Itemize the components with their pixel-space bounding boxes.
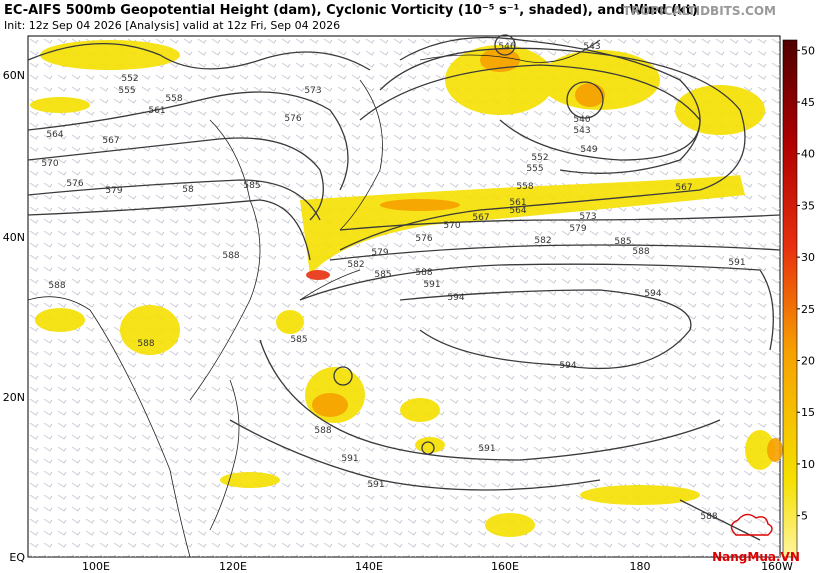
contour-label: 591 xyxy=(341,454,358,464)
watermark: NangMua.VN xyxy=(712,550,800,564)
lat-label: 60N xyxy=(3,69,25,82)
contour-label: 585 xyxy=(290,335,307,345)
contour-label: 588 xyxy=(415,268,432,278)
colorbar-tick-label: 5 xyxy=(801,510,808,523)
colorbar-tick-label: 20 xyxy=(801,355,815,368)
site-name: TROPICALTIDBITS.COM xyxy=(623,4,776,18)
contour-label: 561 xyxy=(148,106,165,116)
contour-label: 543 xyxy=(583,42,600,52)
colorbar: 5 10 15 20 25 30 35 40 45 50 xyxy=(782,39,815,558)
colorbar-tick-label: 15 xyxy=(801,406,815,419)
contour-label: 540 xyxy=(573,115,590,125)
contour-label: 588 xyxy=(700,512,717,522)
contour-label: 591 xyxy=(423,280,440,290)
lat-label: EQ xyxy=(9,551,25,564)
lat-label: 20N xyxy=(3,391,25,404)
coastlines xyxy=(27,39,601,558)
colorbar-tick-label: 45 xyxy=(801,96,815,109)
contour-label: 546 xyxy=(498,42,515,52)
contour-label: 555 xyxy=(526,164,543,174)
contour-label: 58 xyxy=(182,185,194,195)
lon-label: 140E xyxy=(355,560,383,573)
colorbar-tick-label: 10 xyxy=(801,458,815,471)
contour-label: 552 xyxy=(531,153,548,163)
contour-label: 570 xyxy=(443,221,460,231)
contour-label: 591 xyxy=(728,258,745,268)
contour-label: 555 xyxy=(118,86,135,96)
contour-label: 543 xyxy=(573,126,590,136)
contour-label: 588 xyxy=(48,281,65,291)
lon-label: 100E xyxy=(82,560,110,573)
contour-label: 579 xyxy=(569,224,586,234)
colorbar-tick-label: 35 xyxy=(801,199,815,212)
contour-label: 567 xyxy=(472,213,489,223)
lon-label: 120E xyxy=(219,560,247,573)
contour-label: 564 xyxy=(509,206,526,216)
contour-label: 588 xyxy=(137,339,154,349)
contour-label: 552 xyxy=(121,74,138,84)
contour-label: 573 xyxy=(579,212,596,222)
contour-label: 573 xyxy=(304,86,321,96)
contour-label: 585 xyxy=(374,270,391,280)
contour-label: 582 xyxy=(534,236,551,246)
lon-label: 160W xyxy=(761,560,793,573)
colorbar-tick-label: 30 xyxy=(801,251,815,264)
subtitle: Init: 12z Sep 04 2026 [Analysis] valid a… xyxy=(4,19,340,32)
contour-label: 561 xyxy=(509,198,526,208)
contour-label: 570 xyxy=(41,159,58,169)
contour-label: 585 xyxy=(614,237,631,247)
contour-label: 567 xyxy=(675,183,692,193)
contour-label: 579 xyxy=(371,248,388,258)
contour-label: 549 xyxy=(580,145,597,155)
contour-label: 591 xyxy=(367,480,384,490)
contour-label: 588 xyxy=(314,426,331,436)
lon-label: 180 xyxy=(630,560,651,573)
contour-label: 558 xyxy=(516,182,533,192)
axes: 60N 40N 20N EQ 100E 120E 140E 160E 180 160W xyxy=(3,69,793,573)
contour-label: 576 xyxy=(284,114,301,124)
contour-label: 576 xyxy=(66,179,83,189)
colorbar-tick-label: 50 xyxy=(801,44,815,57)
contour-label: 594 xyxy=(644,289,661,299)
contour-label: 564 xyxy=(46,130,63,140)
contour-label: 591 xyxy=(478,444,495,454)
contour-label: 594 xyxy=(559,361,576,371)
contour-label: 567 xyxy=(102,136,119,146)
colorbar-tick-label: 25 xyxy=(801,303,815,316)
contour-label: 588 xyxy=(222,251,239,261)
height-contours xyxy=(27,34,781,541)
contour-label: 576 xyxy=(415,234,432,244)
contour-label: 585 xyxy=(243,181,260,191)
contour-label: 588 xyxy=(632,247,649,257)
contour-label: 582 xyxy=(347,260,364,270)
contour-label: 579 xyxy=(105,186,122,196)
title: EC-AIFS 500mb Geopotential Height (dam),… xyxy=(4,3,698,18)
lon-label: 160E xyxy=(491,560,519,573)
lat-label: 40N xyxy=(3,231,25,244)
contour-label: 594 xyxy=(447,293,464,303)
contour-label: 558 xyxy=(165,94,182,104)
colorbar-tick-label: 40 xyxy=(801,148,815,161)
